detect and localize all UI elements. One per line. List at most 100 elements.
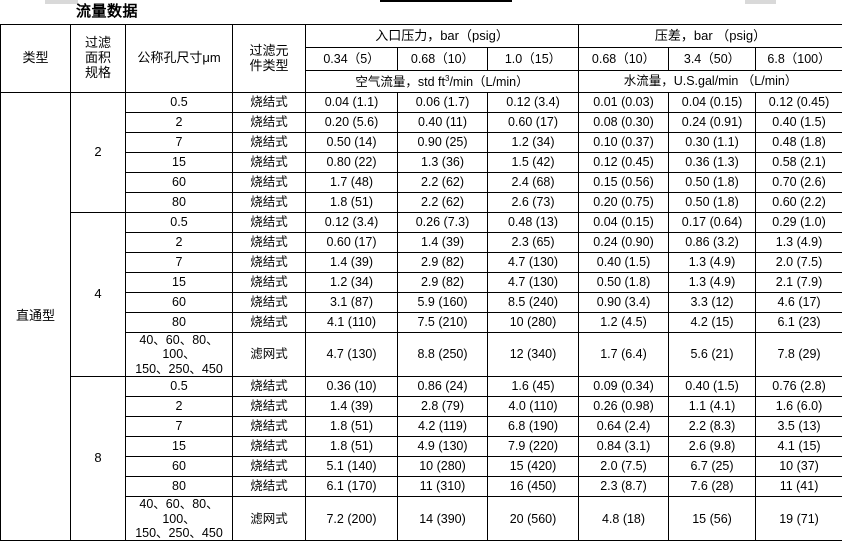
cell-air-flow-034: 1.7 (48) bbox=[306, 173, 398, 193]
cell-water-flow-68: 7.8 (29) bbox=[756, 333, 842, 377]
cell-water-flow-68: 10 (37) bbox=[756, 457, 842, 477]
cell-water-flow-68: 6.1 (23) bbox=[756, 313, 842, 333]
cell-water-flow-68: 2.0 (7.5) bbox=[756, 253, 842, 273]
cell-water-flow-68: 4.1 (15) bbox=[756, 437, 842, 457]
cell-air-flow-10: 1.2 (34) bbox=[488, 133, 579, 153]
cell-element-type: 烧结式 bbox=[233, 213, 306, 233]
header-inlet-pressure-group: 入口压力，bar（psig） bbox=[306, 25, 579, 48]
pore-size-line-2: 150、250、450 bbox=[126, 362, 232, 376]
cell-air-flow-034: 1.8 (51) bbox=[306, 437, 398, 457]
cell-water-flow-34: 6.7 (25) bbox=[669, 457, 756, 477]
cell-water-flow-68: 0.40 (1.5) bbox=[756, 113, 842, 133]
cell-air-flow-034: 7.2 (200) bbox=[306, 497, 398, 541]
cell-element-type: 滤网式 bbox=[233, 333, 306, 377]
air-flow-unit-pre: 空气流量，std ft bbox=[355, 75, 445, 89]
cell-element-type: 烧结式 bbox=[233, 457, 306, 477]
cell-nominal-pore-size: 80 bbox=[126, 313, 233, 333]
cell-element-type: 烧结式 bbox=[233, 437, 306, 457]
page-title: 流量数据 bbox=[76, 2, 138, 22]
cell-nominal-pore-size: 7 bbox=[126, 253, 233, 273]
cell-water-flow-068: 4.8 (18) bbox=[579, 497, 669, 541]
cell-water-flow-34: 0.30 (1.1) bbox=[669, 133, 756, 153]
cell-air-flow-10: 6.8 (190) bbox=[488, 417, 579, 437]
header-inlet-pressure-col-1: 0.34（5） bbox=[306, 48, 398, 71]
cell-nominal-pore-size: 80 bbox=[126, 477, 233, 497]
header-element-type-line-2: 件类型 bbox=[233, 59, 305, 74]
cell-air-flow-034: 4.7 (130) bbox=[306, 333, 398, 377]
cell-air-flow-068: 0.26 (7.3) bbox=[398, 213, 488, 233]
cell-air-flow-10: 1.6 (45) bbox=[488, 377, 579, 397]
cell-air-flow-068: 5.9 (160) bbox=[398, 293, 488, 313]
cell-water-flow-068: 0.04 (0.15) bbox=[579, 213, 669, 233]
pore-size-line-1: 40、60、80、100、 bbox=[126, 333, 232, 362]
cell-element-type: 烧结式 bbox=[233, 377, 306, 397]
cell-air-flow-068: 7.5 (210) bbox=[398, 313, 488, 333]
header-type: 类型 bbox=[1, 25, 71, 93]
cell-air-flow-068: 0.06 (1.7) bbox=[398, 93, 488, 113]
cell-water-flow-34: 0.24 (0.91) bbox=[669, 113, 756, 133]
cell-air-flow-034: 5.1 (140) bbox=[306, 457, 398, 477]
cell-element-type: 烧结式 bbox=[233, 153, 306, 173]
cell-water-flow-068: 0.64 (2.4) bbox=[579, 417, 669, 437]
cell-water-flow-68: 1.3 (4.9) bbox=[756, 233, 842, 253]
cell-nominal-pore-size: 15 bbox=[126, 273, 233, 293]
cell-air-flow-10: 0.48 (13) bbox=[488, 213, 579, 233]
cell-air-flow-034: 3.1 (87) bbox=[306, 293, 398, 313]
header-diff-pressure-col-2: 3.4（50） bbox=[669, 48, 756, 71]
cell-nominal-pore-size: 15 bbox=[126, 437, 233, 457]
cell-air-flow-10: 20 (560) bbox=[488, 497, 579, 541]
cell-water-flow-068: 0.20 (0.75) bbox=[579, 193, 669, 213]
cell-nominal-pore-size: 60 bbox=[126, 457, 233, 477]
cell-water-flow-68: 19 (71) bbox=[756, 497, 842, 541]
cell-air-flow-068: 4.9 (130) bbox=[398, 437, 488, 457]
pore-size-line-1: 40、60、80、100、 bbox=[126, 497, 232, 526]
cell-water-flow-34: 0.17 (0.64) bbox=[669, 213, 756, 233]
cell-air-flow-068: 11 (310) bbox=[398, 477, 488, 497]
cell-water-flow-068: 0.40 (1.5) bbox=[579, 253, 669, 273]
cell-water-flow-34: 2.2 (8.3) bbox=[669, 417, 756, 437]
cell-water-flow-34: 1.1 (4.1) bbox=[669, 397, 756, 417]
cell-nominal-pore-size: 80 bbox=[126, 193, 233, 213]
cell-water-flow-068: 0.26 (0.98) bbox=[579, 397, 669, 417]
cell-element-type: 烧结式 bbox=[233, 477, 306, 497]
cell-water-flow-34: 4.2 (15) bbox=[669, 313, 756, 333]
cell-air-flow-10: 2.4 (68) bbox=[488, 173, 579, 193]
header-element-type: 过滤元 件类型 bbox=[233, 25, 306, 93]
cell-water-flow-068: 0.10 (0.37) bbox=[579, 133, 669, 153]
crop-artifact-gray-right bbox=[745, 0, 776, 4]
cell-water-flow-068: 0.08 (0.30) bbox=[579, 113, 669, 133]
header-diff-pressure-col-3: 6.8（100） bbox=[756, 48, 842, 71]
cell-air-flow-10: 15 (420) bbox=[488, 457, 579, 477]
cell-water-flow-068: 2.3 (8.7) bbox=[579, 477, 669, 497]
pore-size-line-2: 150、250、450 bbox=[126, 526, 232, 540]
header-air-flow-unit: 空气流量，std ft3/min（L/min） bbox=[306, 71, 579, 93]
cell-water-flow-34: 0.40 (1.5) bbox=[669, 377, 756, 397]
cell-air-flow-068: 2.9 (82) bbox=[398, 253, 488, 273]
cell-water-flow-68: 0.60 (2.2) bbox=[756, 193, 842, 213]
cell-water-flow-34: 0.50 (1.8) bbox=[669, 193, 756, 213]
cell-air-flow-068: 1.3 (36) bbox=[398, 153, 488, 173]
cell-air-flow-034: 1.2 (34) bbox=[306, 273, 398, 293]
cell-air-flow-034: 1.8 (51) bbox=[306, 193, 398, 213]
cell-water-flow-068: 0.01 (0.03) bbox=[579, 93, 669, 113]
cell-water-flow-34: 1.3 (4.9) bbox=[669, 253, 756, 273]
cell-element-type: 烧结式 bbox=[233, 253, 306, 273]
cell-nominal-pore-size: 60 bbox=[126, 173, 233, 193]
header-nominal-pore-size: 公称孔尺寸μm bbox=[126, 25, 233, 93]
cell-element-type: 烧结式 bbox=[233, 93, 306, 113]
cell-nominal-pore-size: 40、60、80、100、150、250、450 bbox=[126, 333, 233, 377]
cell-nominal-pore-size: 7 bbox=[126, 133, 233, 153]
cell-water-flow-68: 0.12 (0.45) bbox=[756, 93, 842, 113]
cell-element-type: 烧结式 bbox=[233, 397, 306, 417]
cell-water-flow-068: 0.90 (3.4) bbox=[579, 293, 669, 313]
